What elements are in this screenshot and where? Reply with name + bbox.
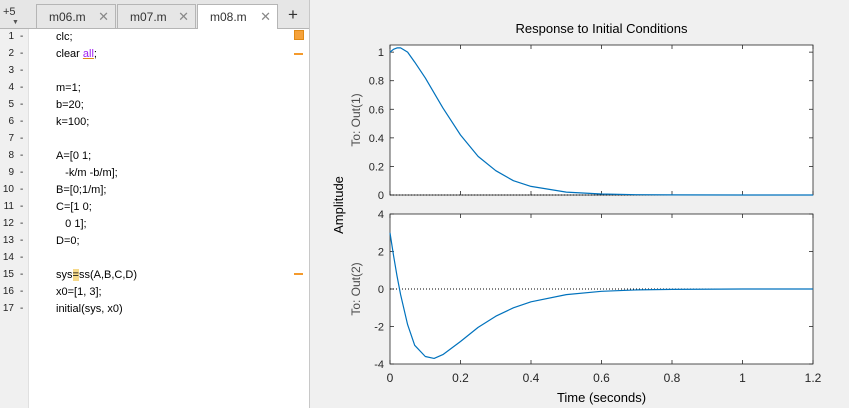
code-line[interactable]: clear all;: [56, 48, 97, 60]
tab-label: m08.m: [210, 10, 247, 24]
breakpoint-dash[interactable]: -: [20, 150, 24, 161]
line-number: 5: [8, 99, 14, 110]
y-tick-label: 0.8: [369, 76, 384, 88]
code-line[interactable]: clc;: [56, 31, 73, 43]
y-tick-label: -4: [374, 359, 384, 371]
breakpoint-dash[interactable]: -: [20, 99, 24, 110]
y-tick-label: 0: [378, 284, 384, 296]
line-number: 16: [2, 286, 14, 297]
tab-overflow-label: +5: [3, 6, 16, 18]
close-icon[interactable]: ✕: [178, 9, 189, 24]
breakpoint-dash[interactable]: -: [20, 82, 24, 93]
tab-label: m07.m: [130, 10, 167, 24]
line-number: 7: [8, 133, 14, 144]
breakpoint-dash[interactable]: -: [20, 167, 24, 178]
subplot-ylabel: To: Out(2): [349, 262, 363, 315]
y-tick-label: 0.6: [369, 104, 384, 116]
warning-marker[interactable]: [294, 53, 303, 55]
editor-tab-bar: +5 ▼ m06.m ✕ m07.m ✕ m08.m ✕ +: [0, 0, 309, 29]
tab-label: m06.m: [49, 10, 86, 24]
string-literal: all: [82, 48, 94, 60]
line-number: 13: [2, 235, 14, 246]
breakpoint-dash[interactable]: -: [20, 184, 24, 195]
line-number: 2: [8, 48, 14, 59]
line-number: 1: [8, 31, 14, 42]
close-icon[interactable]: ✕: [98, 9, 109, 24]
code-line[interactable]: A=[0 1;: [56, 150, 92, 162]
warning-marker[interactable]: [294, 273, 303, 275]
code-line[interactable]: -k/m -b/m];: [56, 167, 118, 179]
code-editor[interactable]: +5 ▼ m06.m ✕ m07.m ✕ m08.m ✕ + 1- clc; 2- c…: [0, 0, 310, 408]
code-line[interactable]: C=[1 0;: [56, 201, 92, 213]
y-tick-label: 2: [378, 247, 384, 259]
line-number-gutter: [0, 29, 29, 408]
line-number: 15: [2, 269, 14, 280]
breakpoint-dash[interactable]: -: [20, 303, 24, 314]
y-tick-label: 4: [378, 209, 384, 221]
code-line[interactable]: sys=ss(A,B,C,D): [56, 269, 137, 281]
line-number: 11: [3, 201, 14, 212]
x-axis-label: Time (seconds): [557, 390, 646, 405]
axes-box: [389, 44, 814, 196]
line-number: 9: [8, 167, 14, 178]
line-number: 10: [2, 184, 14, 195]
line-number: 6: [8, 116, 14, 127]
breakpoint-dash[interactable]: -: [20, 133, 24, 144]
code-line[interactable]: D=0;: [56, 235, 80, 247]
close-icon[interactable]: ✕: [260, 9, 271, 24]
breakpoint-dash[interactable]: -: [20, 252, 24, 263]
x-tick-label: 0.6: [593, 371, 610, 385]
series-line-out1: [389, 47, 813, 196]
line-number: 3: [8, 65, 14, 76]
chart-title: Response to Initial Conditions: [516, 21, 688, 36]
tab-m07[interactable]: m07.m ✕: [117, 4, 196, 28]
breakpoint-dash[interactable]: -: [20, 65, 24, 76]
y-tick-label: 1: [378, 47, 384, 59]
breakpoint-dash[interactable]: -: [20, 218, 24, 229]
subplot-ylabel: To: Out(1): [349, 93, 363, 146]
y-axis-label: Amplitude: [331, 176, 346, 234]
tab-m08[interactable]: m08.m ✕: [197, 4, 278, 29]
figure-window: 0 0.2 0.4 0.6 0.8 1 To: Out(1) -4 -2 0 2 4 To: Out(2…: [310, 0, 849, 408]
code-line[interactable]: B=[0;1/m];: [56, 184, 107, 196]
code-analyzer-status-icon[interactable]: [294, 30, 304, 40]
breakpoint-dash[interactable]: -: [20, 31, 24, 42]
code-line[interactable]: initial(sys, x0): [56, 303, 123, 315]
add-tab-button[interactable]: +: [288, 5, 298, 24]
line-number: 4: [8, 82, 14, 93]
tab-m06[interactable]: m06.m ✕: [36, 4, 116, 28]
line-number: 17: [2, 303, 14, 314]
breakpoint-dash[interactable]: -: [20, 201, 24, 212]
code-line[interactable]: b=20;: [56, 99, 84, 111]
initial-response-plot: 0 0.2 0.4 0.6 0.8 1 To: Out(1) -4 -2 0 2 4 To: Out(2…: [331, 21, 822, 405]
y-tick-label: 0.2: [369, 161, 384, 173]
x-tick-label: 1.2: [805, 371, 822, 385]
y-tick-label: 0.4: [369, 133, 384, 145]
breakpoint-dash[interactable]: -: [20, 235, 24, 246]
chevron-down-icon: ▼: [12, 19, 19, 26]
code-line[interactable]: k=100;: [56, 116, 90, 128]
x-tick-label: 1: [739, 371, 746, 385]
y-tick-label: 0: [378, 190, 384, 202]
x-tick-label: 0.8: [664, 371, 681, 385]
code-line[interactable]: 0 1];: [56, 218, 87, 230]
x-tick-label: 0.2: [452, 371, 469, 385]
breakpoint-dash[interactable]: -: [20, 286, 24, 297]
breakpoint-dash[interactable]: -: [20, 116, 24, 127]
line-number: 14: [2, 252, 14, 263]
y-tick-label: -2: [374, 322, 384, 334]
series-line-out2: [389, 232, 813, 359]
line-number: 12: [2, 218, 14, 229]
x-tick-label: 0: [387, 371, 394, 385]
code-line[interactable]: m=1;: [56, 82, 81, 94]
x-tick-label: 0.4: [523, 371, 540, 385]
code-line[interactable]: x0=[1, 3];: [56, 286, 102, 298]
warning-highlight: =: [72, 269, 79, 281]
breakpoint-dash[interactable]: -: [20, 48, 24, 59]
tab-overflow-button[interactable]: +5 ▼: [3, 6, 19, 26]
breakpoint-dash[interactable]: -: [20, 269, 24, 280]
line-number: 8: [8, 150, 14, 161]
